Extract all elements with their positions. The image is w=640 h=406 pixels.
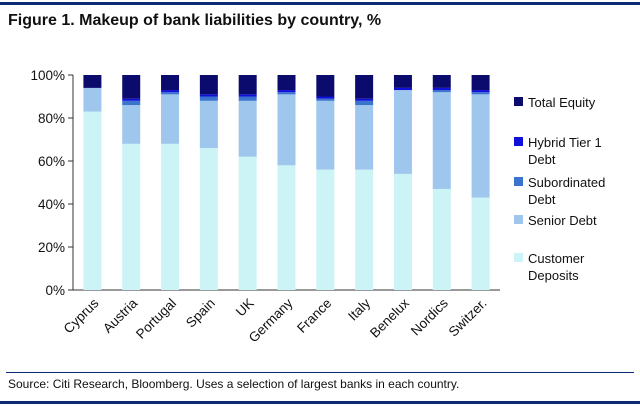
bar-segment xyxy=(393,173,412,290)
bar-segment xyxy=(83,87,102,112)
bar-segment xyxy=(122,100,141,106)
bar-segment xyxy=(316,75,335,97)
figure-title: Figure 1. Makeup of bank liabilities by … xyxy=(8,12,382,29)
bar-segment xyxy=(199,75,218,95)
y-tick-label: 40% xyxy=(38,197,65,212)
bar-segment xyxy=(122,75,141,99)
bar-segment xyxy=(355,100,374,106)
bar-segment xyxy=(238,94,257,97)
bar-segment xyxy=(161,90,180,93)
bar-segment xyxy=(393,75,412,88)
bar-segment xyxy=(277,94,296,166)
x-tick-label: Switzer. xyxy=(446,296,490,340)
bar-segment xyxy=(122,143,141,290)
bar-segment xyxy=(432,188,451,290)
legend-swatch xyxy=(514,253,523,262)
bar-segment xyxy=(432,92,451,189)
legend-label: Debt xyxy=(528,192,556,207)
bar-segment xyxy=(471,94,490,198)
bar-segment xyxy=(471,75,490,91)
bar-segment xyxy=(238,156,257,290)
bar-segment xyxy=(355,169,374,290)
top-rule xyxy=(0,2,640,5)
bar-segment xyxy=(393,90,412,174)
bar-segment xyxy=(161,94,180,144)
y-tick-label: 0% xyxy=(45,283,65,298)
bar-segment xyxy=(161,143,180,290)
bar-segment xyxy=(316,98,335,101)
bar-segment xyxy=(316,169,335,290)
bar-segment xyxy=(355,75,374,99)
bar-segment xyxy=(122,105,141,144)
bar-segment xyxy=(471,92,490,95)
x-tick-label: Italy xyxy=(345,295,373,323)
bar-segment xyxy=(277,165,296,290)
bar-segment xyxy=(161,75,180,91)
legend-label: Customer xyxy=(528,251,585,266)
source-note: Source: Citi Research, Bloomberg. Uses a… xyxy=(8,377,460,391)
bar-segment xyxy=(277,90,296,93)
x-tick-label: Portugal xyxy=(133,296,179,342)
bar-segment xyxy=(238,100,257,157)
bar-segment xyxy=(471,90,490,93)
bar-segment xyxy=(83,111,102,290)
legend-swatch xyxy=(514,215,523,224)
y-tick-label: 60% xyxy=(38,154,65,169)
bar-segment xyxy=(277,75,296,91)
bottom-rule xyxy=(0,401,640,404)
legend-label: Total Equity xyxy=(528,95,596,110)
y-tick-label: 20% xyxy=(38,240,65,255)
y-tick-label: 80% xyxy=(38,111,65,126)
legend-label: Hybrid Tier 1 xyxy=(528,135,602,150)
bar-segment xyxy=(83,75,102,88)
legend-label: Senior Debt xyxy=(528,213,597,228)
legend-label: Debt xyxy=(528,152,556,167)
legend-swatch xyxy=(514,137,523,146)
bar-segment xyxy=(471,197,490,290)
bar-segment xyxy=(238,75,257,95)
bar-segment xyxy=(432,75,451,88)
legend-label: Subordinated xyxy=(528,175,605,190)
bar-segment xyxy=(199,94,218,97)
bar-segment xyxy=(199,100,218,149)
bar-segment xyxy=(432,87,451,91)
bar-segment xyxy=(355,105,374,170)
bar-segment xyxy=(161,92,180,95)
bar-segment xyxy=(277,92,296,95)
bar-segment xyxy=(199,96,218,101)
bar-segment xyxy=(199,148,218,290)
y-tick-label: 100% xyxy=(30,68,65,83)
x-tick-label: Nordics xyxy=(408,295,451,338)
bar-segment xyxy=(432,90,451,93)
bar-segment xyxy=(393,87,412,91)
x-tick-label: France xyxy=(294,296,334,336)
x-tick-label: UK xyxy=(233,296,257,320)
legend-label: Deposits xyxy=(528,268,579,283)
legend-swatch xyxy=(514,97,523,106)
bar-segment xyxy=(316,96,335,99)
x-tick-label: Spain xyxy=(183,296,218,331)
bar-segment xyxy=(316,100,335,170)
legend-swatch xyxy=(514,177,523,186)
x-tick-label: Benelux xyxy=(367,295,412,340)
x-tick-label: Cyprus xyxy=(61,295,102,336)
bar-segment xyxy=(122,98,141,101)
source-divider xyxy=(6,372,634,373)
bar-segment xyxy=(238,96,257,101)
bar-segment xyxy=(355,98,374,101)
